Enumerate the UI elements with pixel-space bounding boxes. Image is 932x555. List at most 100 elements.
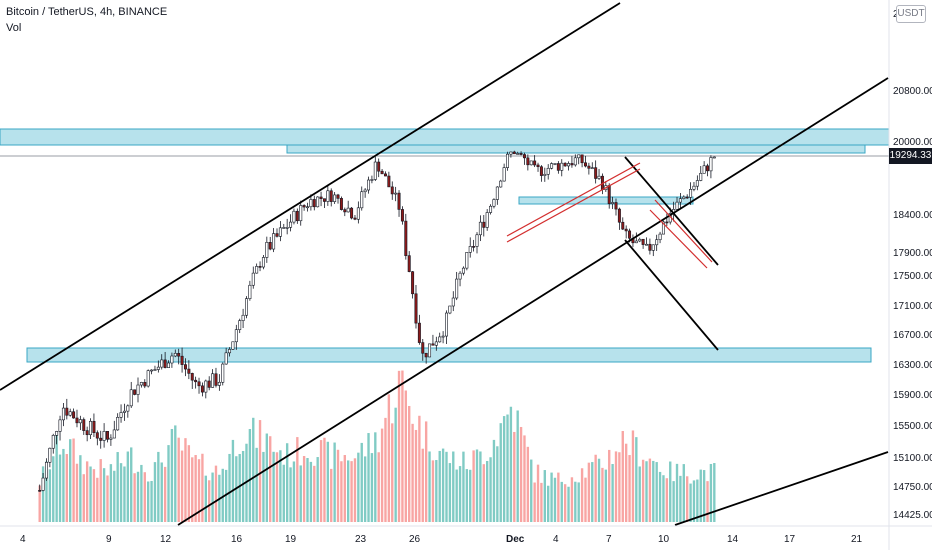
volume-bar [157,451,160,522]
volume-bar [275,452,279,522]
volume-bar [540,482,543,522]
volume-bar [238,453,241,522]
candle-body [136,384,140,395]
candle-body [319,196,323,199]
volume-bar [519,426,523,522]
candle-body [58,419,62,432]
red-channel-lower [506,168,641,243]
candle-body [702,165,706,174]
volume-bar [163,466,167,522]
volume-bar [455,469,458,522]
volume-bar [133,473,136,522]
volume-bar [69,439,72,522]
candle-body [577,154,581,159]
volume-bar [123,466,126,522]
candle-body [638,238,642,242]
candle-body [150,369,154,372]
volume-bar [184,438,187,522]
volume-bar [441,448,445,522]
volume-bar [170,428,174,522]
candle-body [255,266,259,274]
candle-body [451,297,455,307]
time-tick-label: 4 [553,534,559,545]
time-tick-label: 21 [851,534,863,545]
volume-bar [692,480,696,522]
candle-body [509,151,513,155]
candle-body [204,380,208,393]
candle-body [695,180,699,187]
candle-body [299,205,303,222]
candle-body [183,364,187,370]
candle-body [336,194,340,199]
candle-body [475,234,479,247]
candle-body [55,431,59,436]
volume-bar [394,407,397,522]
candle-body [516,153,520,155]
candle-body [658,233,662,241]
candle-body [41,477,45,491]
volume-bar [570,477,574,522]
candle-body [712,156,716,159]
volume-bar [709,463,713,522]
volume-bar [543,470,546,522]
volume-bar [563,484,567,522]
volume-bar [397,370,401,522]
volume-bar [428,451,431,522]
candle-body [570,163,574,166]
candle-body [78,419,82,424]
candle-body [492,199,496,207]
candle-body [316,196,320,208]
volume-bar [272,451,275,522]
candle-body [295,210,299,222]
candle-body [92,420,96,433]
candle-body [173,353,177,357]
volume-bar [140,464,143,522]
candle-body [624,228,628,232]
volume-bar [526,446,530,522]
volume-bar [685,476,689,522]
volume-bar [187,445,191,522]
volume-bar [319,440,323,522]
down-trend-line-upper [624,156,719,266]
volume-bar [614,451,618,522]
volume-bar [374,432,377,522]
volume-bar [675,463,679,522]
volume-bar [587,462,591,522]
volume-bar [296,437,299,522]
volume-bar [523,435,526,522]
volume-bar [265,433,269,522]
volume-bar [421,448,424,522]
volume-bar [194,455,197,522]
candle-body [153,369,157,371]
volume-bar [516,410,519,522]
candle-body [543,173,547,176]
volume-bar [513,431,516,522]
volume-bar [146,481,150,522]
candle-body [692,185,696,190]
candle-body [706,165,710,172]
candle-body [102,431,106,441]
price-tick-label: 15900.00 [893,390,932,401]
volume-bar [367,433,370,522]
candle-body [580,154,584,164]
candle-body [607,185,611,204]
candle-body [573,157,577,166]
candle-body [312,199,316,208]
volume-indicator-label: Vol [6,22,22,34]
chart-title: Bitcoin / TetherUS, 4h, BINANCE [6,6,168,18]
candle-body [207,380,211,388]
candle-body [424,352,428,358]
volume-bar [197,459,201,522]
candle-body [678,198,682,203]
candle-body [238,320,242,330]
currency-badge[interactable]: USDT [896,5,926,23]
volume-bar [106,475,109,522]
candle-body [167,362,171,368]
candle-body [322,198,326,202]
candle-body [241,314,245,321]
volume-bar [41,466,45,522]
candle-body [200,385,204,393]
candle-body [699,172,703,181]
